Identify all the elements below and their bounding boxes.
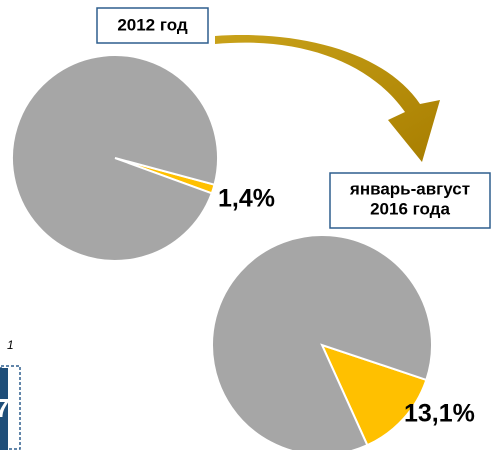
value-label: 13,1% (404, 400, 475, 428)
chart-title: 2012 год (117, 15, 188, 34)
title-box (329, 172, 491, 229)
fragment-note: 1 (7, 338, 14, 352)
left-blue-block (0, 368, 8, 450)
curved-arrow (215, 35, 440, 162)
title-box (96, 7, 209, 44)
chart-title: 2016 года (370, 199, 450, 218)
fragment-box: 7 (0, 393, 9, 423)
pie-slice (320, 343, 428, 447)
pie-slice (211, 234, 433, 450)
pie-slice (11, 54, 219, 263)
chart-title: январь-август (349, 179, 470, 198)
value-label: 1,4% (218, 185, 275, 213)
